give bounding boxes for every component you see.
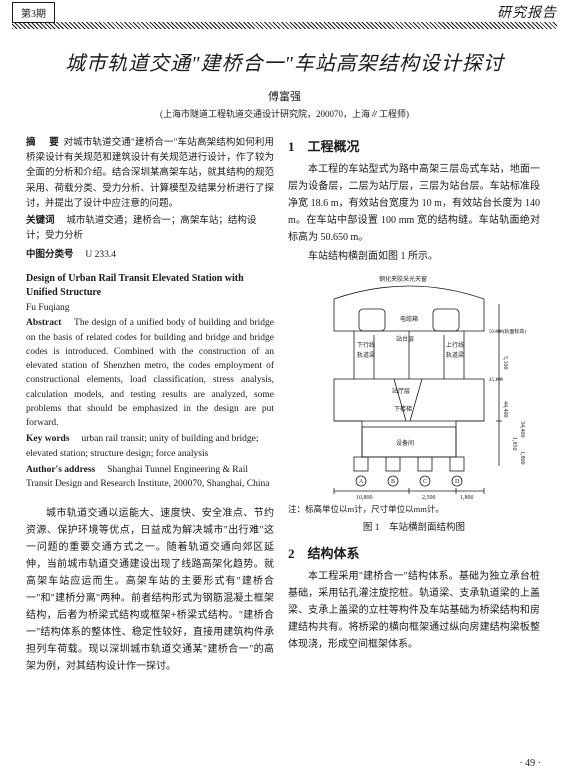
svg-text:上行线: 上行线: [446, 341, 464, 349]
author-affiliation: (上海市隧道工程轨道交通设计研究院，200070，上海∥工程师): [0, 107, 569, 120]
intro-paragraph: 城市轨道交通以运能大、速度快、安全准点、节约资源、保护环境等优点，日益成为解决城…: [26, 505, 274, 675]
svg-text:轨道梁: 轨道梁: [357, 351, 375, 359]
svg-text:设备间: 设备间: [396, 439, 414, 447]
svg-text:轨道梁: 轨道梁: [446, 351, 464, 359]
svg-text:1,800: 1,800: [460, 495, 474, 501]
author-en: Fu Fuqiang: [26, 303, 274, 313]
header-divider: [12, 22, 557, 29]
figure-1-svg: 钢化夹胶采光天窗 电缆箱 站台层 下行线 上行线 轨道梁 轨道梁 站厅层 下楼梯…: [294, 271, 534, 501]
address-en-label: Author's address: [26, 465, 95, 475]
section-2-heading: 2 结构体系: [288, 543, 540, 562]
svg-text:站台层: 站台层: [396, 335, 414, 343]
abstract-cn-text: 对城市轨道交通"建桥合一"车站高架结构如何利用桥梁设计有关规范和建筑设计有关规范…: [26, 138, 274, 209]
svg-text:C: C: [423, 479, 427, 485]
svg-text:A: A: [359, 479, 364, 485]
figure-1: 钢化夹胶采光天窗 电缆箱 站台层 下行线 上行线 轨道梁 轨道梁 站厅层 下楼梯…: [288, 271, 540, 533]
right-column: 1 工程概况 本工程的车站型式为路中高架三层岛式车站，地面一层为设备层，二层为站…: [288, 136, 540, 675]
left-column: 摘 要 对城市轨道交通"建桥合一"车站高架结构如何利用桥梁设计有关规范和建筑设计…: [26, 136, 274, 675]
svg-text:D: D: [455, 479, 460, 485]
svg-text:44,400: 44,400: [502, 401, 508, 418]
svg-text:电缆箱: 电缆箱: [400, 315, 418, 323]
section-1-para-2: 车站结构横剖面如图 1 所示。: [288, 248, 540, 265]
svg-text:站厅层: 站厅层: [392, 387, 410, 395]
svg-text:1,800: 1,800: [519, 451, 525, 465]
issue-number: 第3期: [12, 2, 55, 23]
svg-text:10,800: 10,800: [356, 495, 373, 501]
section-1-heading: 1 工程概况: [288, 136, 540, 155]
section-1-para-1: 本工程的车站型式为路中高架三层岛式车站，地面一层为设备层，二层为站厅层，三层为站…: [288, 161, 540, 246]
author-name: 傅富强: [0, 88, 569, 104]
report-label: 研究报告: [497, 2, 557, 22]
keywords-en-label: Key words: [26, 434, 70, 444]
abstract-en-label: Abstract: [26, 318, 61, 328]
svg-text:下行线: 下行线: [357, 341, 375, 349]
svg-text:下楼梯: 下楼梯: [394, 405, 412, 413]
figure-1-note: 注：标高单位以m计，尺寸单位以mm计。: [288, 503, 540, 515]
keywords-cn: 关键词 城市轨道交通；建桥合一；高架车站；结构设计；受力分析: [26, 214, 274, 244]
svg-text:45.210: 45.210: [489, 378, 503, 383]
page-number: · 49 ·: [519, 758, 541, 769]
svg-text:1,850: 1,850: [511, 437, 517, 451]
classnum-label: 中图分类号: [26, 250, 74, 260]
figure-1-caption: 图 1 车站横剖面结构图: [288, 519, 540, 533]
svg-text:钢化夹胶采光天窗: 钢化夹胶采光天窗: [379, 275, 427, 283]
title-en: Design of Urban Rail Transit Elevated St…: [26, 272, 274, 300]
svg-text:50.650(轨面标高): 50.650(轨面标高): [489, 328, 526, 335]
abstract-en: Abstract The design of a unified body of…: [26, 316, 274, 430]
keywords-cn-label: 关键词: [26, 216, 55, 226]
svg-text:2,500: 2,500: [422, 495, 436, 501]
address-en: Author's address Shanghai Tunnel Enginee…: [26, 463, 274, 492]
abstract-cn: 摘 要 对城市轨道交通"建桥合一"车站高架结构如何利用桥梁设计有关规范和建筑设计…: [26, 136, 274, 212]
abstract-en-text: The design of a unified body of building…: [26, 318, 274, 428]
svg-text:5,100: 5,100: [502, 356, 508, 370]
keywords-en: Key words urban rail transit; unity of b…: [26, 432, 274, 461]
section-2-para: 本工程采用"建桥合一"结构体系。基础为独立承台桩基础，采用钻孔灌注旋挖桩。轨道梁…: [288, 568, 540, 653]
classnum-value: U 233.4: [85, 250, 116, 260]
keywords-cn-text: [57, 216, 67, 226]
abstract-cn-label: 摘 要: [26, 138, 61, 148]
class-number: 中图分类号 U 233.4: [26, 246, 274, 260]
svg-text:34,400: 34,400: [519, 421, 525, 438]
svg-text:B: B: [391, 479, 395, 485]
paper-title: 城市轨道交通"建桥合一"车站高架结构设计探讨: [0, 47, 569, 76]
